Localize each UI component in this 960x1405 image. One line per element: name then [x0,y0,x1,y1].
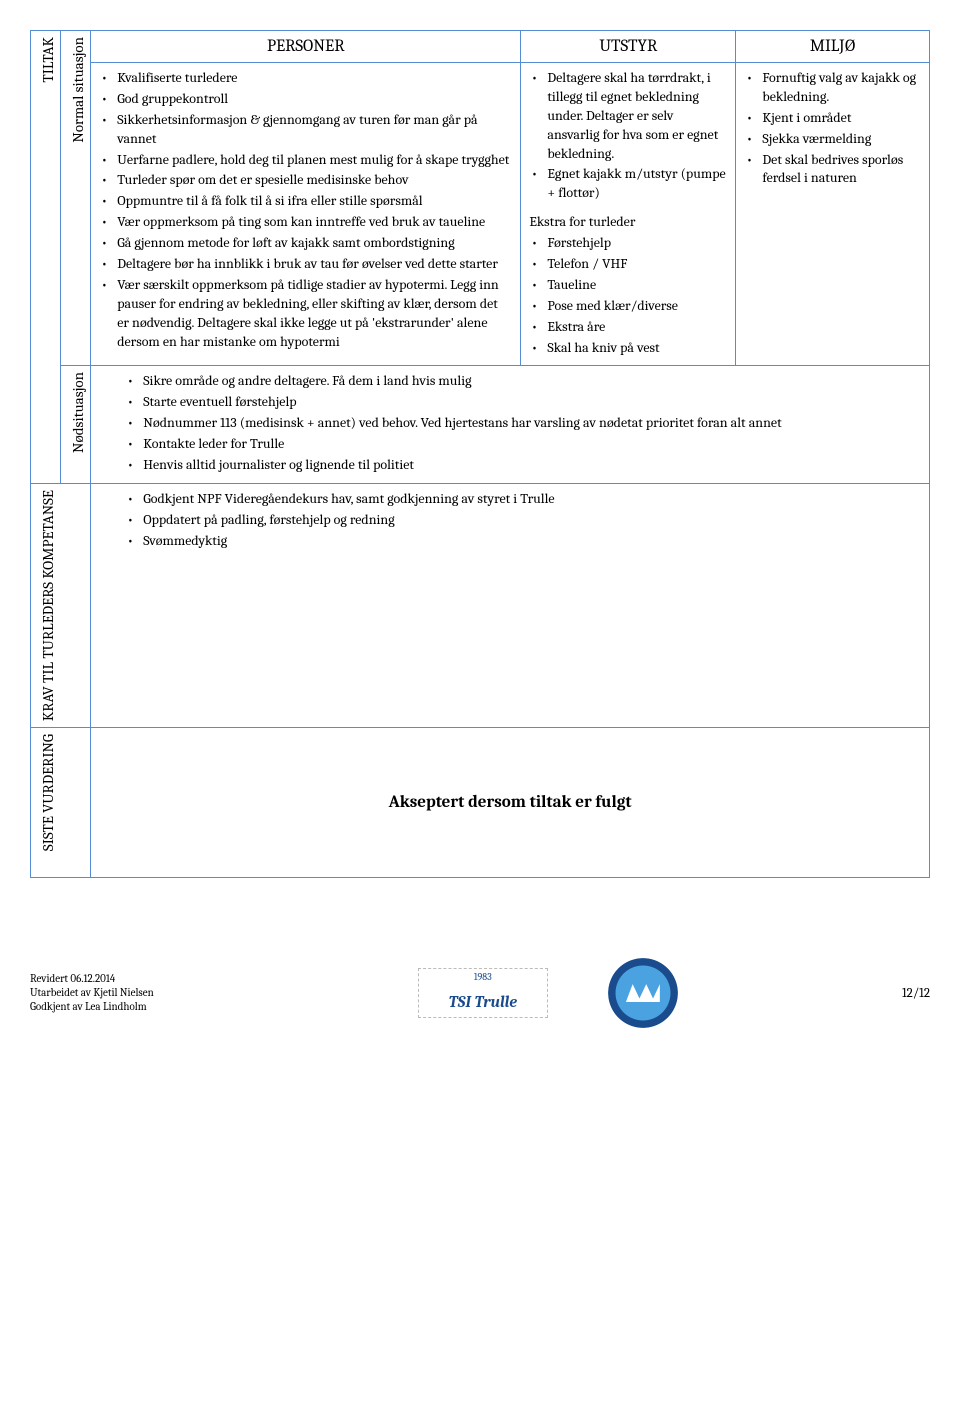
footer-revidert: Revidert 06.12.2014 [30,972,154,986]
list-item: Vær oppmerksom på ting som kan inntreffe… [113,213,512,232]
nod-label: Nødsituasjon [69,372,87,453]
list-item: Førstehjelp [543,234,727,253]
list-item: Taueline [543,276,727,295]
list-item: Vær særskilt oppmerksom på tidlige stadi… [113,276,512,352]
utstyr-normal-cell: Deltagere skal ha tørrdrakt, i tillegg t… [521,63,736,366]
list-item: Det skal bedrives sporløs ferdsel i natu… [758,151,921,189]
utstyr-top-list: Deltagere skal ha tørrdrakt, i tillegg t… [529,69,727,203]
list-item: Oppdatert på padling, førstehjelp og red… [139,511,921,530]
npf-logo [608,958,678,1028]
list-item: Nødnummer 113 (medisinsk + annet) ved be… [139,414,921,433]
footer-logos [418,958,678,1028]
normal-label-cell: Normal situasjon [61,31,91,366]
krav-list: Godkjent NPF Videregåendekurs hav, samt … [99,490,921,551]
list-item: Kjent i området [758,109,921,128]
list-item: God gruppekontroll [113,90,512,109]
list-item: Deltagere bør ha innblikk i bruk av tau … [113,255,512,274]
list-item: Deltagere skal ha tørrdrakt, i tillegg t… [543,69,727,163]
list-item: Kontakte leder for Trulle [139,435,921,454]
krav-cell: Godkjent NPF Videregåendekurs hav, samt … [91,483,930,727]
list-item: Pose med klær/diverse [543,297,727,316]
utstyr-ekstra-head: Ekstra for turleder [529,213,727,232]
normal-label: Normal situasjon [69,37,87,143]
footer-utarbeidet: Utarbeidet av Kjetil Nielsen [30,986,154,1000]
list-item: Sikkerhetsinformasjon & gjennomgang av t… [113,111,512,149]
list-item: Ekstra åre [543,318,727,337]
list-item: Fornuftig valg av kajakk og bekledning. [758,69,921,107]
list-item: Godkjent NPF Videregåendekurs hav, samt … [139,490,921,509]
nod-list: Sikre område og andre deltagere. Få dem … [99,372,921,474]
personer-normal-cell: Kvalifiserte turledere God gruppekontroll… [91,63,521,366]
personer-normal-list: Kvalifiserte turledere God gruppekontroll… [99,69,512,351]
page-footer: Revidert 06.12.2014 Utarbeidet av Kjetil… [30,958,930,1028]
list-item: Egnet kajakk m/utstyr (pumpe + flottør) [543,165,727,203]
list-item: Svømmedyktig [139,532,921,551]
tiltak-label-cell: TILTAK [31,31,61,484]
list-item: Skal ha kniv på vest [543,339,727,358]
nod-label-cell: Nødsituasjon [61,366,91,483]
list-item: Henvis alltid journalister og lignende t… [139,456,921,475]
footer-godkjent: Godkjent av Lea Lindholm [30,1000,154,1014]
tsi-trulle-logo [418,968,548,1018]
siste-label-cell: SISTE VURDERING [31,728,91,878]
list-item: Sjekka værmelding [758,130,921,149]
col-miljo: MILJØ [736,31,930,63]
list-item: Uerfarne padlere, hold deg til planen me… [113,151,512,170]
col-utstyr: UTSTYR [521,31,736,63]
risk-table: TILTAK Normal situasjon PERSONER UTSTYR … [30,30,930,878]
miljo-list: Fornuftig valg av kajakk og bekledning. K… [744,69,921,188]
utstyr-ekstra-list: Førstehjelp Telefon / VHF Taueline Pose med… [529,234,727,357]
col-personer: PERSONER [91,31,521,63]
list-item: Sikre område og andre deltagere. Få dem … [139,372,921,391]
footer-left: Revidert 06.12.2014 Utarbeidet av Kjetil… [30,972,154,1015]
siste-label: SISTE VURDERING [39,734,57,851]
list-item: Telefon / VHF [543,255,727,274]
siste-text: Akseptert dersom tiltak er fulgt [99,753,921,852]
siste-cell: Akseptert dersom tiltak er fulgt [91,728,930,878]
miljo-normal-cell: Fornuftig valg av kajakk og bekledning. K… [736,63,930,366]
krav-label: KRAV TIL TURLEDERS KOMPETANSE [39,490,57,721]
list-item: Gå gjennom metode for løft av kajakk sam… [113,234,512,253]
tiltak-label: TILTAK [39,37,57,83]
list-item: Oppmuntre til å få folk til å si ifra el… [113,192,512,211]
list-item: Turleder spør om det er spesielle medisi… [113,171,512,190]
page-number: 12/12 [902,986,930,1001]
nod-cell: Sikre område og andre deltagere. Få dem … [91,366,930,483]
list-item: Starte eventuell førstehjelp [139,393,921,412]
krav-label-cell: KRAV TIL TURLEDERS KOMPETANSE [31,483,91,727]
list-item: Kvalifiserte turledere [113,69,512,88]
